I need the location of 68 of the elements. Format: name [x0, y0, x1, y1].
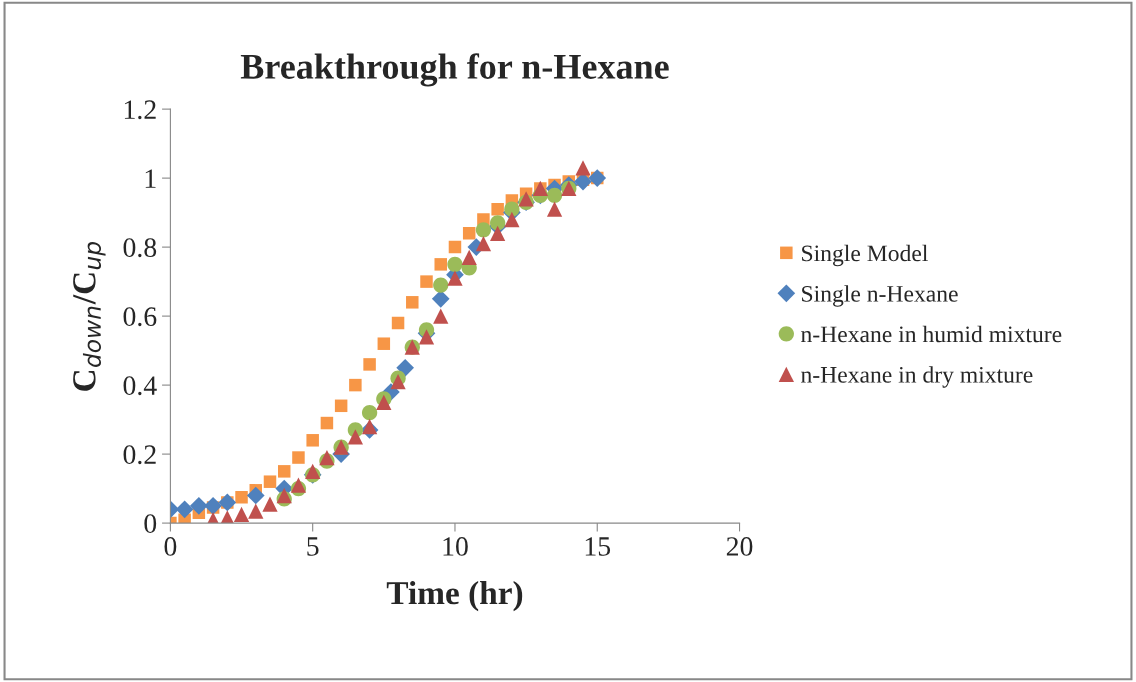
point	[418, 329, 435, 345]
y-tick-label: 0.2	[123, 445, 156, 465]
point	[491, 202, 504, 216]
point	[235, 490, 248, 504]
point	[504, 201, 520, 217]
point	[319, 449, 335, 466]
y-tick-label: 1	[145, 169, 156, 188]
point	[433, 277, 449, 293]
point	[431, 290, 450, 308]
y-tick-label: 0.4	[123, 376, 157, 396]
x-axis-title: Time (hr)	[386, 580, 523, 612]
point	[391, 316, 405, 330]
point	[204, 497, 222, 515]
point	[246, 486, 265, 505]
point	[349, 378, 362, 392]
point	[420, 275, 433, 288]
point	[546, 187, 563, 203]
point	[475, 236, 492, 252]
point	[490, 215, 506, 231]
legend-label: n-Hexane in dry mixture	[801, 366, 1033, 388]
point	[277, 465, 291, 478]
y-axis-title: C$_{down}$/C$_{up}$	[73, 242, 106, 391]
point	[396, 359, 415, 377]
point	[320, 416, 334, 430]
point	[305, 463, 321, 479]
point	[292, 451, 305, 464]
y-tick-label: 0.6	[123, 307, 157, 327]
y-tick-label: 0.8	[123, 238, 157, 258]
point	[347, 429, 364, 445]
point	[434, 258, 447, 271]
chart-title: Breakthrough for n-Hexane	[240, 53, 669, 87]
legend-label: Single Model	[802, 244, 928, 267]
x-tick-label: 10	[443, 537, 468, 556]
point	[475, 222, 492, 238]
point	[447, 256, 463, 272]
point	[175, 500, 194, 519]
point	[263, 475, 277, 488]
point	[504, 211, 520, 228]
point	[276, 487, 292, 504]
point	[447, 270, 463, 286]
point	[448, 240, 462, 254]
y-tick-label: 0	[144, 514, 157, 534]
point	[190, 497, 208, 515]
point	[361, 418, 378, 435]
point	[461, 249, 477, 266]
y-tick-label: 1.2	[124, 100, 156, 120]
point	[361, 405, 378, 421]
x-tick-label: 0	[164, 537, 177, 556]
x-tick-label: 5	[307, 537, 319, 556]
point	[262, 496, 278, 512]
legend-label: Single n-Hexane	[802, 285, 958, 307]
point	[306, 434, 319, 447]
point	[575, 160, 591, 176]
point	[390, 374, 406, 390]
point	[433, 308, 449, 324]
point	[334, 399, 348, 413]
point	[248, 503, 264, 519]
point	[490, 225, 506, 241]
x-tick-label: 20	[726, 537, 753, 556]
legend-label: n-Hexane in humid mixture	[801, 325, 1062, 343]
point	[546, 201, 563, 217]
point	[406, 296, 419, 309]
point	[377, 337, 391, 350]
point	[363, 358, 376, 371]
x-tick-label: 15	[585, 537, 611, 556]
point	[290, 477, 307, 493]
point	[233, 506, 250, 523]
point	[462, 227, 476, 240]
